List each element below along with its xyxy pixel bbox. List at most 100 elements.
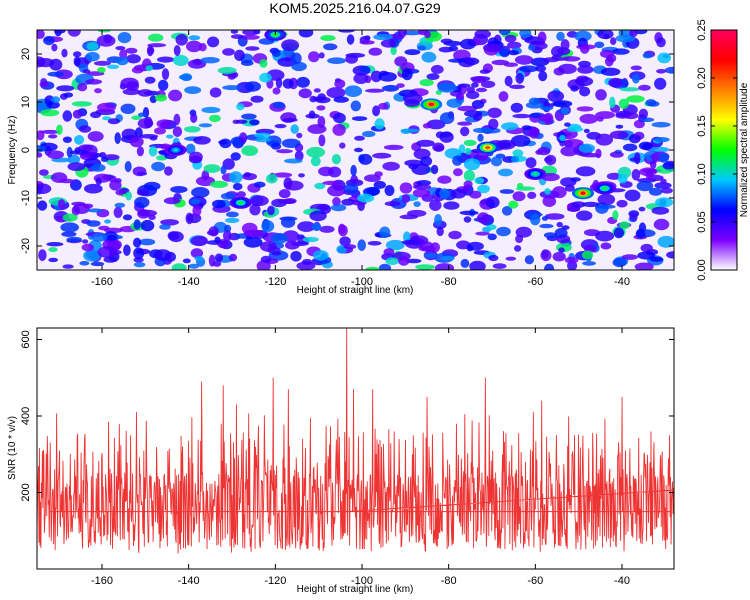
noise-blob bbox=[422, 123, 432, 129]
noise-blob bbox=[595, 148, 602, 159]
noise-blob bbox=[583, 244, 597, 253]
noise-blob bbox=[582, 201, 600, 208]
noise-blob bbox=[621, 254, 638, 260]
noise-blob bbox=[148, 214, 156, 220]
noise-blob bbox=[62, 213, 78, 222]
noise-blob bbox=[318, 134, 326, 147]
noise-blob bbox=[521, 125, 532, 131]
noise-blob bbox=[72, 109, 83, 119]
noise-blob bbox=[552, 251, 566, 262]
noise-blob bbox=[538, 114, 552, 122]
noise-blob bbox=[463, 216, 472, 223]
noise-blob bbox=[250, 195, 269, 206]
noise-blob bbox=[403, 231, 411, 243]
noise-blob bbox=[158, 79, 169, 91]
noise-blob bbox=[274, 124, 287, 129]
noise-blob bbox=[131, 66, 144, 74]
noise-blob bbox=[102, 116, 112, 121]
noise-blob bbox=[104, 219, 112, 224]
noise-blob bbox=[654, 137, 670, 143]
noise-blob bbox=[222, 85, 242, 91]
noise-blob bbox=[486, 224, 497, 230]
snr-frame bbox=[36, 327, 675, 570]
noise-blob bbox=[164, 166, 173, 176]
noise-blob bbox=[424, 30, 431, 39]
noise-blob bbox=[73, 56, 81, 67]
noise-blob bbox=[609, 96, 616, 109]
noise-blob bbox=[62, 110, 73, 122]
noise-blob bbox=[457, 121, 473, 126]
noise-blob bbox=[133, 247, 145, 260]
noise-blob bbox=[634, 262, 654, 270]
noise-blob bbox=[399, 182, 413, 194]
noise-blob bbox=[490, 156, 503, 167]
noise-blob bbox=[277, 199, 296, 204]
noise-blob bbox=[107, 64, 120, 70]
noise-blob bbox=[322, 180, 341, 186]
noise-blob bbox=[610, 37, 617, 45]
noise-blob bbox=[203, 164, 221, 173]
noise-blob bbox=[504, 34, 517, 43]
noise-blob bbox=[331, 154, 341, 165]
noise-blob bbox=[613, 227, 625, 239]
noise-blob bbox=[39, 81, 49, 87]
noise-blob bbox=[434, 263, 455, 270]
noise-blob bbox=[353, 147, 364, 153]
noise-blob bbox=[37, 200, 48, 211]
noise-blob bbox=[266, 173, 278, 184]
noise-blob bbox=[40, 109, 60, 117]
noise-blob bbox=[46, 242, 64, 247]
noise-blob bbox=[650, 160, 657, 170]
noise-blob bbox=[298, 30, 314, 38]
noise-blob bbox=[519, 65, 538, 73]
noise-blob bbox=[605, 56, 614, 67]
noise-blob bbox=[545, 154, 557, 166]
noise-blob bbox=[241, 145, 259, 156]
noise-blob bbox=[217, 66, 237, 75]
noise-blob bbox=[156, 119, 173, 129]
noise-blob bbox=[62, 136, 72, 143]
noise-blob bbox=[662, 162, 674, 170]
noise-blob bbox=[421, 51, 437, 63]
noise-blob bbox=[230, 30, 239, 34]
noise-blob bbox=[43, 35, 55, 46]
noise-blob bbox=[332, 197, 341, 207]
noise-blob bbox=[512, 149, 524, 158]
noise-blob bbox=[359, 40, 375, 45]
noise-blob bbox=[372, 152, 392, 159]
noise-blob bbox=[514, 245, 522, 252]
noise-blob bbox=[125, 47, 138, 54]
noise-blob bbox=[97, 102, 116, 113]
noise-blob bbox=[290, 250, 302, 262]
noise-blob bbox=[397, 30, 407, 38]
noise-blob bbox=[47, 71, 64, 77]
noise-blob bbox=[308, 51, 320, 63]
x-tick-label: -140 bbox=[178, 575, 200, 587]
noise-blob bbox=[63, 92, 74, 98]
x-tick-label: -160 bbox=[91, 575, 113, 587]
noise-blob bbox=[464, 110, 483, 117]
noise-blob bbox=[595, 204, 616, 209]
noise-blob bbox=[381, 85, 400, 92]
noise-blob bbox=[302, 236, 319, 243]
noise-blob bbox=[270, 143, 282, 150]
noise-blob bbox=[212, 199, 226, 209]
noise-blob bbox=[309, 210, 327, 222]
snr-series-line bbox=[37, 328, 674, 554]
noise-blob bbox=[608, 77, 623, 88]
noise-blob bbox=[438, 46, 454, 53]
noise-blob bbox=[384, 201, 401, 207]
noise-blob bbox=[129, 136, 144, 148]
noise-blob bbox=[209, 87, 222, 98]
noise-blob bbox=[145, 65, 153, 72]
noise-blob bbox=[140, 219, 155, 232]
noise-blob bbox=[510, 102, 523, 113]
noise-blob bbox=[134, 196, 150, 208]
noise-blob bbox=[254, 132, 271, 138]
colorbar-tick-label: 0.05 bbox=[696, 211, 708, 232]
noise-blob bbox=[368, 47, 383, 56]
noise-blob bbox=[159, 224, 171, 230]
noise-blob bbox=[597, 30, 614, 40]
noise-blob bbox=[178, 74, 192, 80]
noise-blob bbox=[450, 188, 467, 199]
